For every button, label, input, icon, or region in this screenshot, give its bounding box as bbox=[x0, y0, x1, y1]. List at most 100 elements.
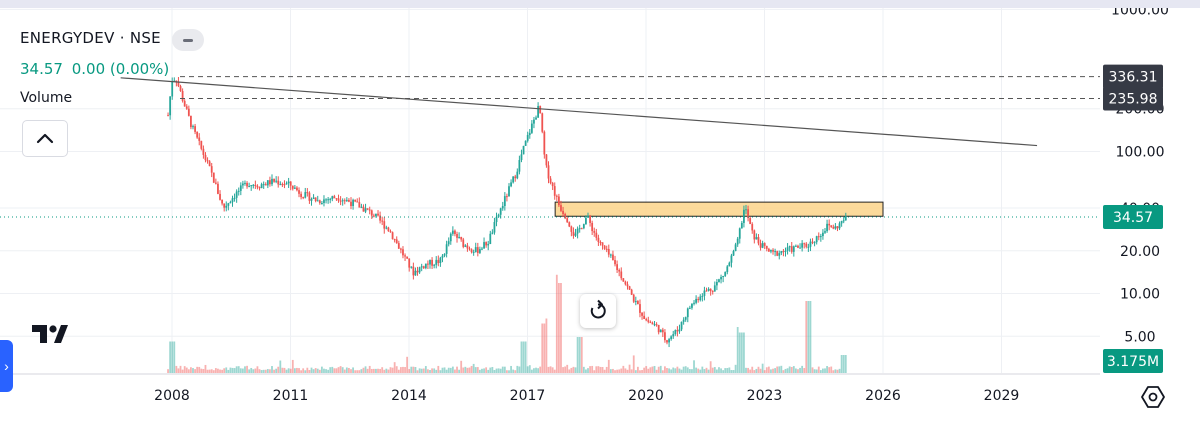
candle-body bbox=[273, 178, 275, 182]
candle-body bbox=[743, 209, 745, 223]
settings-hexagon-icon[interactable] bbox=[1140, 384, 1166, 410]
candle-body bbox=[217, 183, 219, 194]
candle-body bbox=[449, 233, 452, 242]
volume-bars bbox=[167, 274, 847, 373]
volume-bar bbox=[595, 366, 598, 373]
volume-bar bbox=[298, 368, 300, 373]
symbol-legend[interactable]: ENERGYDEV · NSE bbox=[20, 28, 161, 47]
candle-body bbox=[214, 182, 217, 184]
volume-bar bbox=[809, 301, 812, 373]
volume-bar bbox=[291, 359, 294, 373]
tradingview-logo-icon[interactable] bbox=[30, 322, 70, 346]
candle-body bbox=[464, 245, 467, 247]
candle-body bbox=[312, 197, 315, 199]
volume-bar bbox=[589, 366, 591, 373]
x-tick-label: 2026 bbox=[865, 388, 901, 404]
candle-body bbox=[811, 241, 814, 243]
candle-body bbox=[672, 334, 675, 337]
volume-bar bbox=[643, 367, 646, 373]
candle-body bbox=[239, 185, 242, 191]
candle-body bbox=[765, 245, 768, 249]
candle-body bbox=[799, 247, 801, 249]
volume-bar bbox=[580, 337, 583, 373]
candle-body bbox=[395, 239, 398, 244]
volume-bar bbox=[572, 366, 575, 373]
volume-bar bbox=[715, 369, 718, 373]
candle-body bbox=[314, 197, 317, 202]
volume-bar bbox=[379, 368, 382, 373]
volume-bar bbox=[520, 341, 523, 373]
volume-bar bbox=[424, 366, 427, 373]
candle-body bbox=[262, 184, 265, 186]
volume-bar bbox=[264, 369, 267, 373]
price-change: 0.00 bbox=[71, 60, 106, 78]
volume-bar bbox=[547, 366, 550, 373]
volume-bar bbox=[514, 370, 517, 373]
volume-bar bbox=[370, 368, 373, 373]
candle-body bbox=[279, 184, 282, 186]
volume-bar bbox=[693, 360, 695, 373]
candle-body bbox=[792, 246, 795, 252]
collapse-legend-icon[interactable] bbox=[172, 29, 204, 51]
volume-bar bbox=[260, 370, 263, 373]
candle-body bbox=[472, 251, 475, 253]
candle-body bbox=[212, 172, 215, 183]
candle-body bbox=[603, 245, 606, 249]
candle-body bbox=[607, 249, 610, 255]
volume-bar bbox=[221, 369, 224, 373]
expand-panel-chevron-icon[interactable]: › bbox=[0, 340, 13, 392]
volume-bar bbox=[788, 366, 791, 373]
candle-body bbox=[664, 332, 666, 341]
candle-body bbox=[668, 339, 670, 343]
candle-body bbox=[807, 246, 810, 248]
candle-body bbox=[805, 243, 808, 247]
volume-bar bbox=[210, 369, 213, 373]
symbol-name[interactable]: ENERGYDEV · NSE bbox=[20, 29, 161, 47]
last-price-badge: 34.57 bbox=[1113, 210, 1153, 226]
volume-bar bbox=[636, 366, 639, 373]
candle-body bbox=[345, 199, 348, 201]
candle-body bbox=[350, 201, 352, 207]
candle-body bbox=[828, 223, 831, 226]
x-tick-label: 2011 bbox=[273, 388, 309, 404]
candle-body bbox=[510, 182, 512, 187]
candle-body bbox=[803, 243, 806, 245]
volume-bar bbox=[258, 369, 261, 373]
candle-body bbox=[318, 200, 321, 204]
volume-bar bbox=[703, 369, 706, 373]
volume-bar bbox=[320, 366, 323, 373]
volume-bar bbox=[269, 369, 271, 373]
x-tick-label: 2020 bbox=[628, 388, 664, 404]
collapse-button[interactable] bbox=[22, 120, 68, 157]
candle-body bbox=[643, 315, 646, 320]
candle-body bbox=[516, 171, 519, 179]
candle-body bbox=[616, 264, 619, 270]
candle-body bbox=[707, 288, 710, 291]
volume-bar bbox=[462, 367, 465, 373]
volume-badge-bg bbox=[1103, 349, 1163, 373]
volume-bar bbox=[331, 366, 334, 373]
volume-bar bbox=[657, 366, 660, 373]
candle-body bbox=[196, 131, 199, 138]
candle-body bbox=[499, 208, 502, 215]
candle-body bbox=[763, 243, 766, 246]
volume-bar bbox=[217, 368, 219, 373]
volume-bar bbox=[603, 369, 606, 373]
volume-bar bbox=[792, 366, 795, 373]
volume-bar bbox=[192, 368, 194, 373]
volume-bar bbox=[691, 369, 693, 373]
candle-body bbox=[323, 199, 325, 204]
volume-bar bbox=[707, 369, 710, 373]
y-tick-label: 10.00 bbox=[1120, 287, 1160, 303]
candle-body bbox=[651, 322, 654, 325]
candle-body bbox=[381, 220, 384, 222]
candle-body bbox=[241, 183, 244, 186]
volume-bar bbox=[807, 301, 810, 373]
candle-body bbox=[842, 220, 845, 222]
reset-chart-button[interactable] bbox=[580, 294, 616, 328]
volume-bar bbox=[578, 337, 581, 373]
volume-bar bbox=[582, 366, 585, 373]
volume-bar bbox=[612, 368, 614, 373]
